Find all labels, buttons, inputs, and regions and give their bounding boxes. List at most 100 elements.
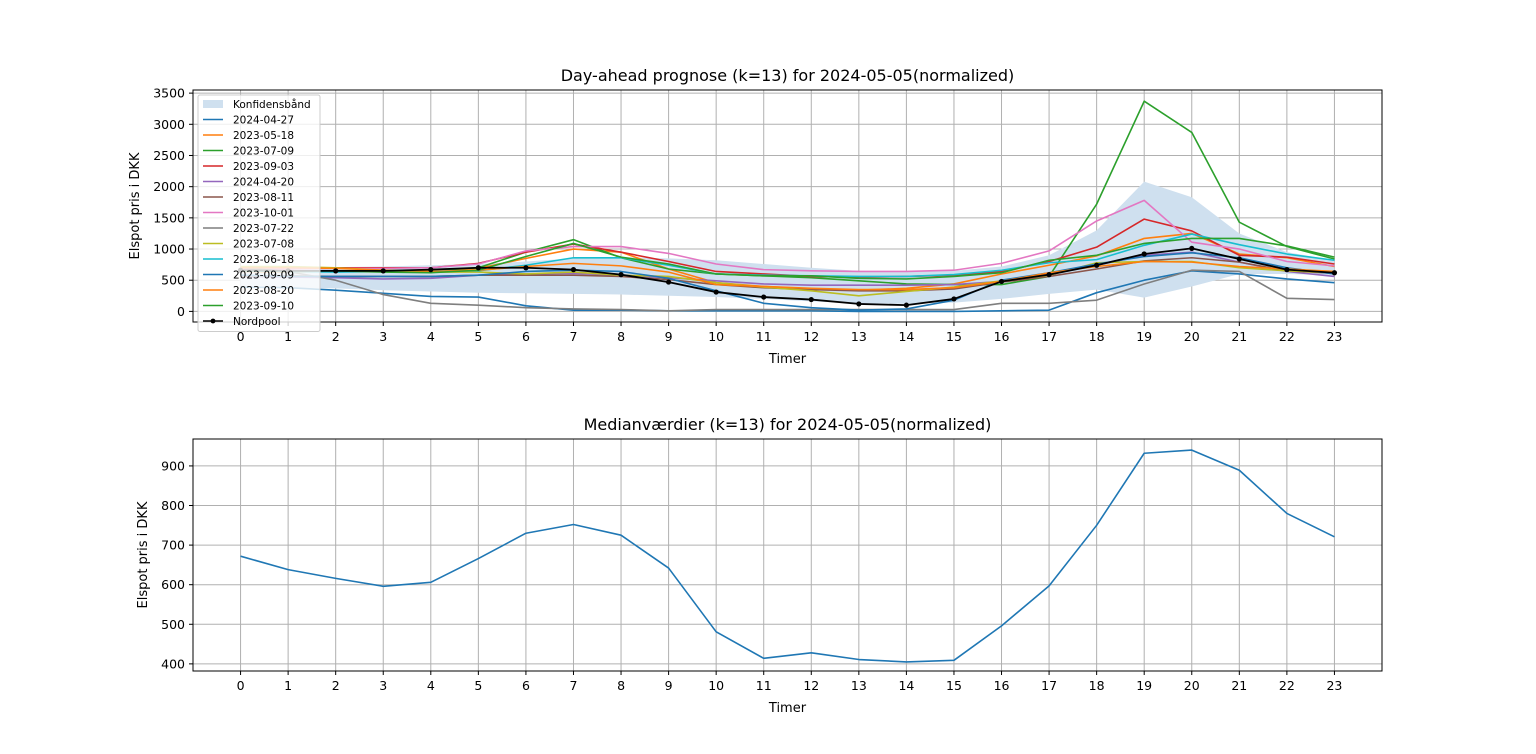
- legend-label: 2023-05-18: [233, 130, 294, 142]
- median-chart-y-axis-label: Elspot pris i DKK: [136, 501, 151, 608]
- x-tick-label: 16: [994, 329, 1010, 344]
- legend-label: 2023-07-08: [233, 239, 294, 251]
- x-tick-label: 9: [665, 678, 673, 693]
- x-tick-label: 7: [570, 329, 578, 344]
- y-tick-label: 2000: [153, 179, 185, 194]
- x-tick-label: 21: [1231, 329, 1247, 344]
- y-tick-label: 500: [161, 617, 185, 632]
- forecast-chart: Day-ahead prognose (k=13) for 2024-05-05…: [128, 66, 1383, 367]
- y-tick-label: 2500: [153, 148, 185, 163]
- legend-label: Nordpool: [233, 316, 281, 328]
- x-tick-label: 18: [1089, 678, 1105, 693]
- x-tick-label: 14: [898, 329, 914, 344]
- forecast-chart-y-axis-label: Elspot pris i DKK: [128, 152, 143, 259]
- x-tick-label: 5: [474, 678, 482, 693]
- data-point: [808, 296, 814, 303]
- x-tick-label: 2: [332, 678, 340, 693]
- x-tick-label: 13: [851, 678, 867, 693]
- series-line-median: [240, 449, 1335, 663]
- x-tick-label: 22: [1279, 678, 1295, 693]
- x-tick-label: 6: [522, 678, 530, 693]
- series-line-2023-09-09: [240, 251, 1335, 311]
- y-tick-label: 700: [161, 538, 185, 553]
- data-point: [523, 265, 529, 271]
- forecast-chart-x-axis-label: Timer: [768, 352, 807, 367]
- x-tick-label: 23: [1326, 678, 1342, 693]
- y-tick-label: 1500: [153, 210, 185, 225]
- y-tick-label: 900: [161, 458, 185, 473]
- legend-label: 2023-07-09: [233, 146, 294, 158]
- median-chart-title: Medianværdier (k=13) for 2024-05-05(norm…: [584, 415, 992, 434]
- y-tick-label: 800: [161, 498, 185, 513]
- legend-swatch: [203, 100, 223, 108]
- y-tick-label: 0: [177, 304, 185, 319]
- x-tick-label: 3: [379, 678, 387, 693]
- x-tick-label: 19: [1136, 329, 1152, 344]
- x-tick-label: 21: [1231, 678, 1247, 693]
- x-tick-label: 8: [617, 678, 625, 693]
- y-tick-label: 1000: [153, 242, 185, 257]
- data-point: [713, 289, 719, 295]
- data-point: [998, 278, 1005, 285]
- x-tick-label: 10: [708, 329, 724, 344]
- x-tick-label: 19: [1136, 678, 1152, 693]
- x-tick-label: 13: [851, 329, 867, 344]
- legend-label: Konfidensbånd: [233, 98, 311, 111]
- y-tick-label: 400: [161, 656, 185, 671]
- legend-label: 2024-04-27: [233, 115, 294, 127]
- data-point: [380, 268, 386, 274]
- data-point: [1141, 251, 1147, 257]
- series-line-2024-04-20: [240, 251, 1335, 287]
- x-tick-label: 20: [1184, 678, 1200, 693]
- data-point: [1284, 267, 1290, 273]
- x-tick-label: 6: [522, 329, 530, 344]
- series-line-2023-10-01: [240, 199, 1335, 273]
- legend-label: 2023-08-20: [233, 285, 294, 297]
- legend-label: 2023-10-01: [233, 208, 294, 220]
- axes-frame: [192, 438, 1383, 672]
- axes-frame: [192, 89, 1383, 323]
- x-tick-label: 1: [284, 678, 292, 693]
- x-tick-label: 17: [1041, 329, 1057, 344]
- x-tick-label: 2: [332, 329, 340, 344]
- series-line-2024-04-27: [240, 270, 1335, 313]
- data-point: [1236, 256, 1242, 262]
- x-tick-label: 17: [1041, 678, 1057, 693]
- series-line-Nordpool: [240, 247, 1335, 307]
- x-tick-label: 11: [756, 678, 772, 693]
- legend-label: 2023-08-11: [233, 192, 294, 204]
- x-tick-label: 0: [237, 678, 245, 693]
- x-tick-label: 12: [803, 678, 819, 693]
- x-tick-label: 15: [946, 329, 962, 344]
- x-tick-label: 15: [946, 678, 962, 693]
- x-tick-label: 23: [1326, 329, 1342, 344]
- y-tick-label: 600: [161, 577, 185, 592]
- data-point: [761, 294, 767, 300]
- series-line-2023-07-22: [240, 266, 1335, 312]
- data-point: [618, 272, 624, 278]
- legend-label: 2023-09-03: [233, 161, 294, 173]
- confidence-band: [240, 181, 1335, 304]
- legend-label: 2023-07-22: [233, 223, 294, 235]
- x-tick-label: 4: [427, 329, 435, 344]
- y-tick-label: 3000: [153, 117, 185, 132]
- data-point: [1189, 245, 1195, 252]
- x-tick-label: 16: [994, 678, 1010, 693]
- legend-marker: [210, 318, 216, 324]
- legend-label: 2023-06-18: [233, 254, 294, 266]
- data-point: [903, 302, 910, 308]
- x-tick-label: 4: [427, 678, 435, 693]
- data-point: [856, 301, 862, 307]
- x-tick-label: 14: [898, 678, 914, 693]
- x-tick-label: 1: [284, 329, 292, 344]
- median-chart-x-axis-label: Timer: [768, 701, 807, 716]
- x-tick-label: 10: [708, 678, 724, 693]
- data-point: [475, 265, 481, 271]
- x-tick-label: 18: [1089, 329, 1105, 344]
- data-point: [1094, 262, 1100, 268]
- y-tick-label: 3500: [153, 86, 185, 101]
- data-point: [1046, 272, 1052, 278]
- data-point: [1331, 270, 1338, 276]
- series-line-2023-09-10: [240, 237, 1335, 280]
